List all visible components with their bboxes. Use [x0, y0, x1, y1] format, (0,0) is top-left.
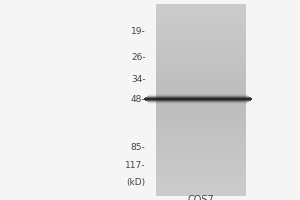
Text: (kD): (kD)	[126, 178, 146, 186]
Text: 48-: 48-	[131, 95, 146, 104]
Text: 85-: 85-	[131, 142, 146, 152]
Text: 34-: 34-	[131, 75, 146, 84]
Text: 19-: 19-	[131, 26, 146, 36]
Text: COS7: COS7	[188, 195, 214, 200]
Text: 117-: 117-	[125, 160, 146, 170]
Text: 26-: 26-	[131, 53, 146, 62]
